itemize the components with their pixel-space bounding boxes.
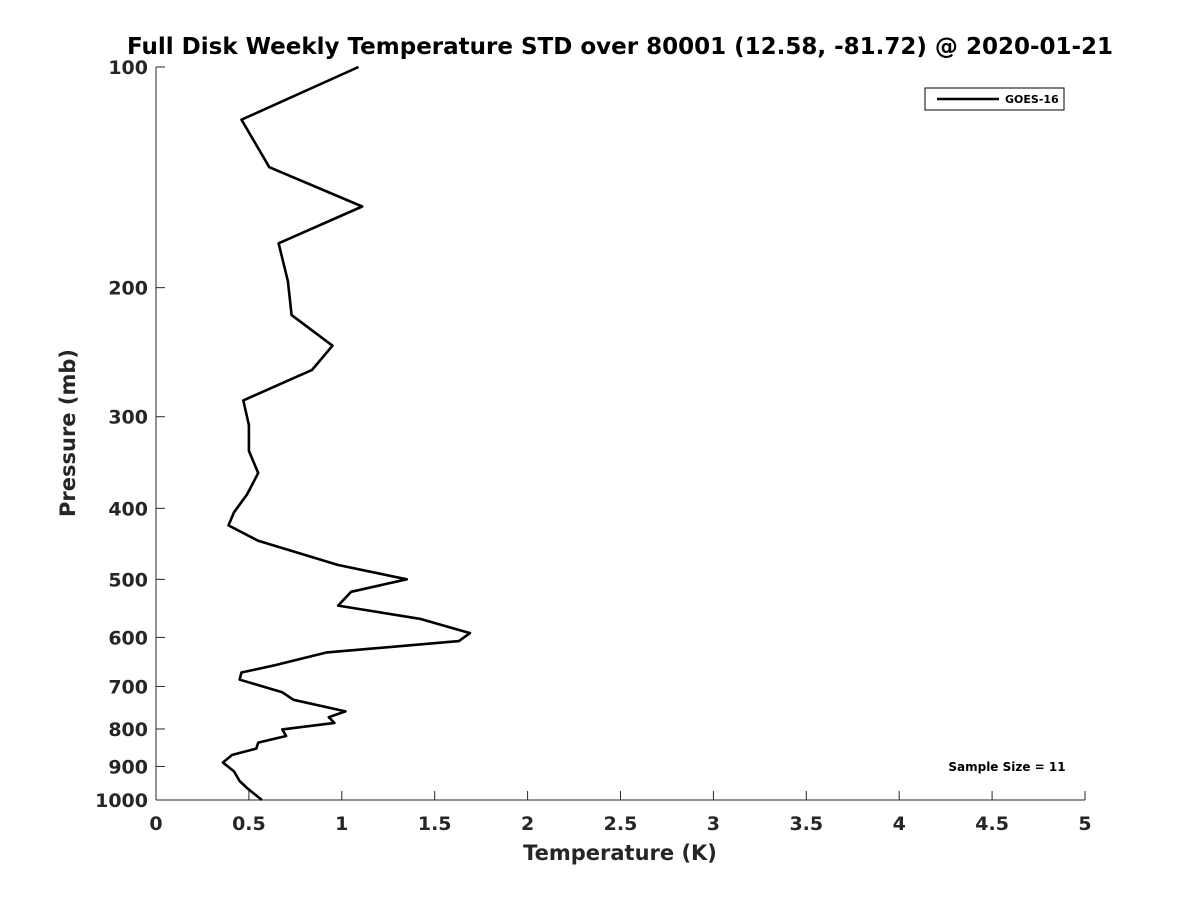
x-axis-ticks: 0 0.5 1 1.5 2 2.5 3 3.5 4 4.5 5 [149,791,1092,835]
x-tick-label: 3.5 [789,813,823,835]
y-tick-label: 900 [108,756,148,778]
x-tick-label: 4 [893,813,906,835]
y-tick-label: 200 [108,278,148,300]
legend: GOES-16 [924,87,1065,111]
x-tick-label: 2.5 [604,813,638,835]
x-tick-label: 5 [1078,813,1091,835]
y-tick-label: 100 [108,57,148,79]
y-tick-label: 300 [108,407,148,429]
x-tick-label: 1 [335,813,348,835]
y-tick-label: 500 [108,569,148,591]
legend-label: GOES-16 [1005,93,1059,106]
x-tick-label: 4.5 [975,813,1009,835]
chart-title: Full Disk Weekly Temperature STD over 80… [127,34,1113,60]
x-axis-label: Temperature (K) [523,841,717,865]
y-tick-label: 1000 [95,790,148,812]
y-tick-label: 800 [108,719,148,741]
series-line-goes-16 [221,65,472,802]
y-axis-ticks: 100 200 300 400 500 600 700 800 900 1000 [95,57,165,812]
series-group [221,65,472,802]
sample-size-annotation: Sample Size = 11 [948,760,1065,774]
x-tick-label: 1.5 [418,813,452,835]
y-axis-label: Pressure (mb) [56,349,80,517]
x-tick-label: 3 [707,813,720,835]
y-tick-label: 700 [108,676,148,698]
y-tick-label: 400 [108,498,148,520]
x-tick-label: 0.5 [232,813,266,835]
y-tick-label: 600 [108,627,148,649]
x-tick-label: 2 [521,813,534,835]
x-tick-label: 0 [149,813,162,835]
